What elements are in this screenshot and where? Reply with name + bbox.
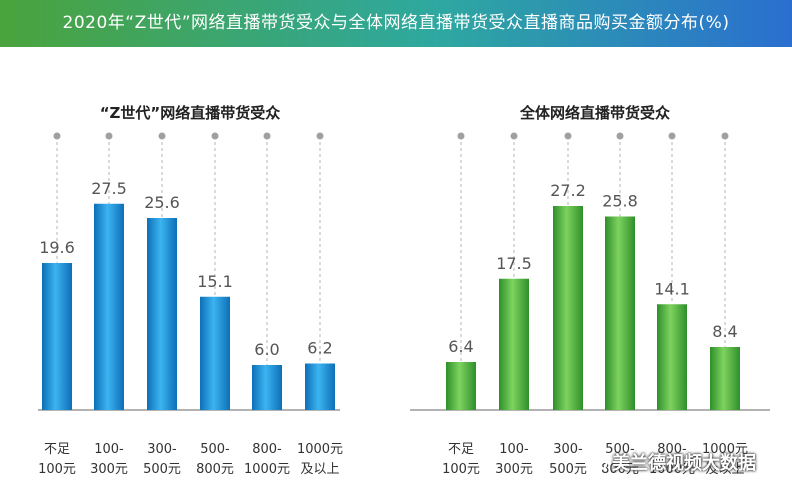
tick-label: 及以上 <box>300 462 339 477</box>
guide-dot <box>510 132 518 140</box>
bar <box>499 278 529 410</box>
guide-dot <box>316 132 324 140</box>
data-label: 17.5 <box>496 254 532 273</box>
bar <box>605 216 635 410</box>
bar <box>553 206 583 410</box>
tick-label: 500- <box>605 442 635 457</box>
tick-label: 500元 <box>549 462 587 477</box>
guide-dot <box>53 132 61 140</box>
chart-title-z-generation: “Z世代”网络直播带货受众 <box>100 104 281 122</box>
bar <box>147 218 177 410</box>
bar <box>446 362 476 410</box>
bar <box>42 263 72 410</box>
guide-dot <box>263 132 271 140</box>
tick-label: 300- <box>147 442 177 457</box>
data-label: 14.1 <box>654 279 690 298</box>
bar <box>710 347 740 410</box>
tick-label: 100元 <box>442 462 480 477</box>
tick-label: 800元 <box>196 462 234 477</box>
bar <box>305 363 335 410</box>
chart-title-all-audience: 全体网络直播带货受众 <box>519 104 670 122</box>
guide-dot <box>616 132 624 140</box>
tick-label: 1000元 <box>702 442 748 457</box>
guide-dot <box>211 132 219 140</box>
tick-label: 300- <box>553 442 583 457</box>
guide-dot <box>105 132 113 140</box>
tick-label: 800- <box>252 442 282 457</box>
guide-dot <box>158 132 166 140</box>
bar <box>657 304 687 410</box>
tick-label: 不足 <box>44 442 70 457</box>
tick-label: 300元 <box>495 462 533 477</box>
bar <box>252 365 282 410</box>
tick-label: 不足 <box>448 442 474 457</box>
tick-label: 100- <box>499 442 529 457</box>
data-label: 25.8 <box>602 192 638 211</box>
title-banner <box>0 0 792 47</box>
tick-label: 800元 <box>601 462 639 477</box>
page-title: 2020年“Z世代”网络直播带货受众与全体网络直播带货受众直播商品购买金额分布(… <box>62 13 730 33</box>
data-label: 6.0 <box>254 340 279 359</box>
guide-dot <box>457 132 465 140</box>
data-label: 27.5 <box>91 179 127 198</box>
tick-label: 1000元 <box>649 462 695 477</box>
data-label: 6.4 <box>448 337 473 356</box>
tick-label: 300元 <box>90 462 128 477</box>
tick-label: 500- <box>200 442 230 457</box>
panel-all-audience: 6.4 不足 100元 17.5 100- 300元 27.2 300- 500元 25.8 500… <box>410 132 770 477</box>
guide-dot <box>721 132 729 140</box>
data-label: 8.4 <box>712 322 737 341</box>
guide-dot <box>668 132 676 140</box>
data-label: 15.1 <box>197 272 233 291</box>
panel-z-generation: 19.6 不足 100元 27.5 100- 300元 25.6 300- 500元 15.1 50… <box>38 132 343 477</box>
guide-dot <box>564 132 572 140</box>
tick-label: 100元 <box>38 462 76 477</box>
bar <box>200 296 230 410</box>
data-label: 19.6 <box>39 238 75 257</box>
tick-label: 800- <box>657 442 687 457</box>
tick-label: 100- <box>94 442 124 457</box>
data-label: 6.2 <box>307 339 332 358</box>
tick-label: 及以上 <box>705 462 744 477</box>
tick-label: 500元 <box>143 462 181 477</box>
bar <box>94 203 124 410</box>
data-label: 27.2 <box>550 181 586 200</box>
data-label: 25.6 <box>144 193 180 212</box>
tick-label: 1000元 <box>297 442 343 457</box>
tick-label: 1000元 <box>244 462 290 477</box>
